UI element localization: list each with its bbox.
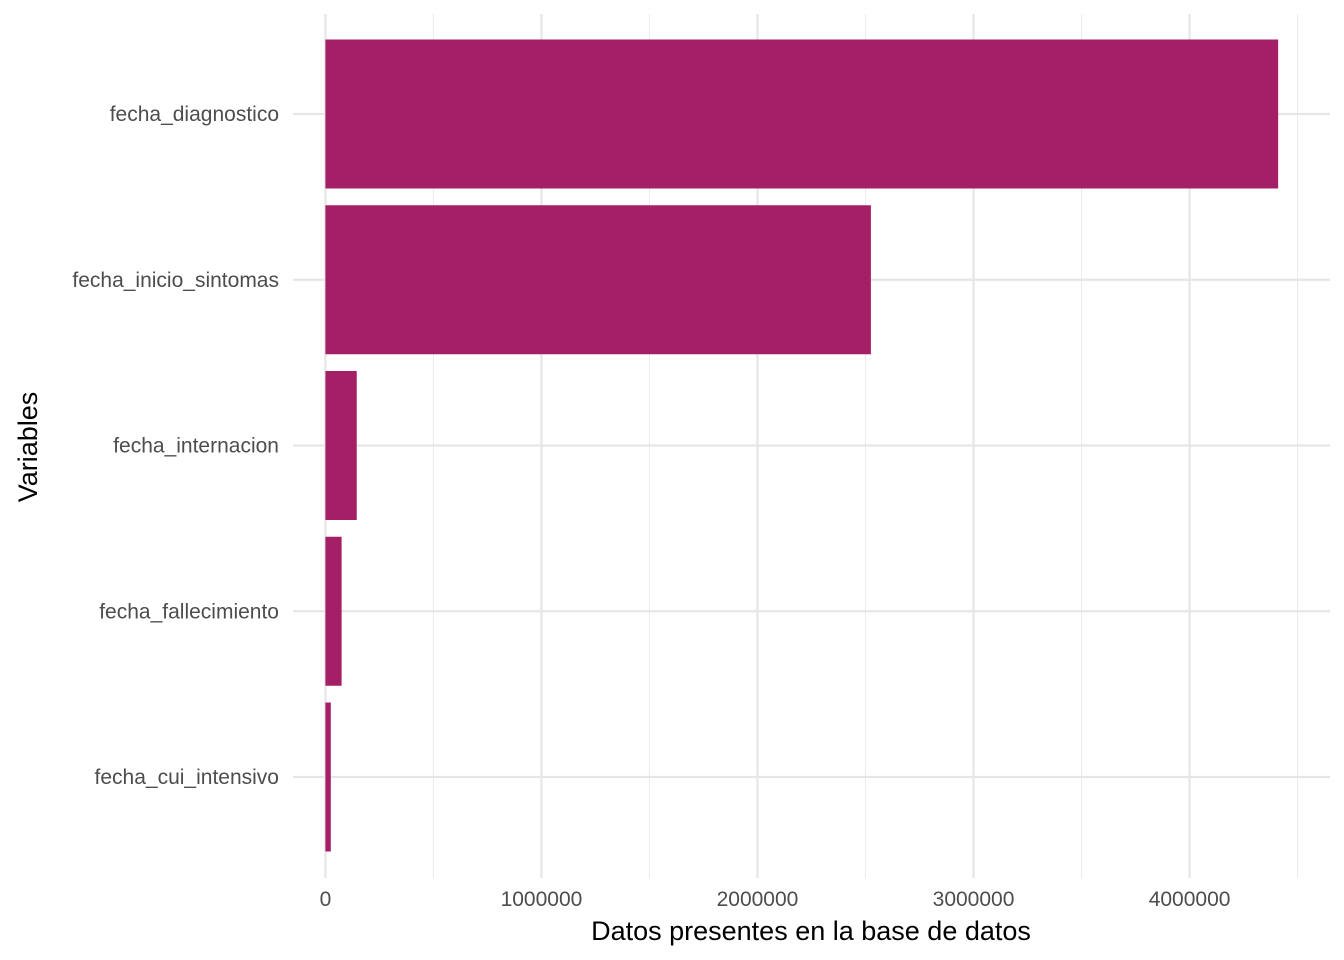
bars — [325, 39, 1279, 852]
bar-fecha-cui-intensivo — [325, 702, 331, 852]
x-tick-label: 0 — [320, 888, 332, 911]
bar-fecha-inicio-sintomas — [325, 205, 871, 355]
x-tick-label: 4000000 — [1149, 888, 1231, 911]
x-tick-labels: 0 1000000 2000000 3000000 4000000 — [320, 888, 1231, 911]
x-axis-title: Datos presentes en la base de datos — [591, 916, 1031, 946]
y-axis-title: Variables — [13, 392, 43, 503]
x-tick-label: 3000000 — [933, 888, 1015, 911]
x-tick-label: 2000000 — [717, 888, 799, 911]
bar-fecha-internacion — [325, 371, 357, 520]
x-tick-label: 1000000 — [501, 888, 583, 911]
y-tick-labels: fecha_diagnostico fecha_inicio_sintomasfe… — [72, 103, 279, 789]
bar-fecha-diagnostico — [325, 39, 1279, 189]
y-tick-label: fecha_cui_intensivo — [95, 766, 279, 789]
y-tick-label: fecha_fallecimiento — [99, 600, 279, 623]
y-tick-label: fecha_inicio_sintomas — [72, 269, 279, 292]
bar-fecha-fallecimiento — [325, 536, 342, 686]
y-tick-label: fecha_diagnostico — [110, 103, 279, 126]
y-tick-label: fecha_internacion — [113, 435, 279, 458]
